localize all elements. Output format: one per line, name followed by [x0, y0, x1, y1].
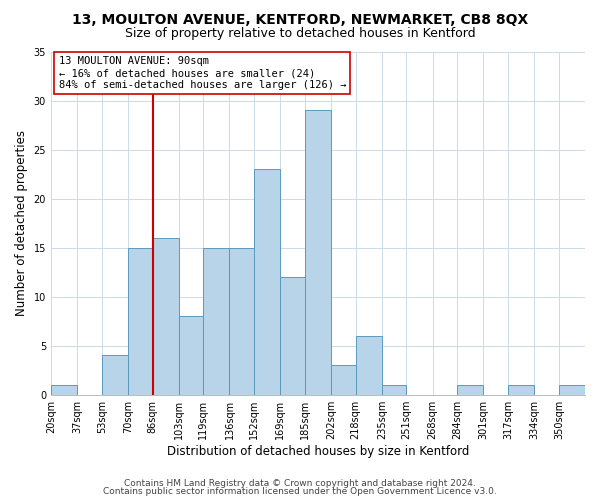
Text: Contains HM Land Registry data © Crown copyright and database right 2024.: Contains HM Land Registry data © Crown c…: [124, 478, 476, 488]
Y-axis label: Number of detached properties: Number of detached properties: [15, 130, 28, 316]
Bar: [331, 366, 356, 394]
Text: Size of property relative to detached houses in Kentford: Size of property relative to detached ho…: [125, 28, 475, 40]
Bar: [356, 336, 382, 394]
Bar: [128, 248, 152, 394]
Text: Contains public sector information licensed under the Open Government Licence v3: Contains public sector information licen…: [103, 487, 497, 496]
Bar: [102, 356, 128, 395]
Bar: [51, 385, 77, 394]
Bar: [508, 385, 534, 394]
Bar: [203, 248, 229, 394]
Text: 13 MOULTON AVENUE: 90sqm
← 16% of detached houses are smaller (24)
84% of semi-d: 13 MOULTON AVENUE: 90sqm ← 16% of detach…: [59, 56, 346, 90]
Text: 13, MOULTON AVENUE, KENTFORD, NEWMARKET, CB8 8QX: 13, MOULTON AVENUE, KENTFORD, NEWMARKET,…: [72, 12, 528, 26]
Bar: [254, 169, 280, 394]
Bar: [152, 238, 179, 394]
Bar: [382, 385, 406, 394]
Bar: [305, 110, 331, 395]
Bar: [179, 316, 203, 394]
X-axis label: Distribution of detached houses by size in Kentford: Distribution of detached houses by size …: [167, 444, 469, 458]
Bar: [559, 385, 585, 394]
Bar: [229, 248, 254, 394]
Bar: [280, 277, 305, 394]
Bar: [457, 385, 484, 394]
